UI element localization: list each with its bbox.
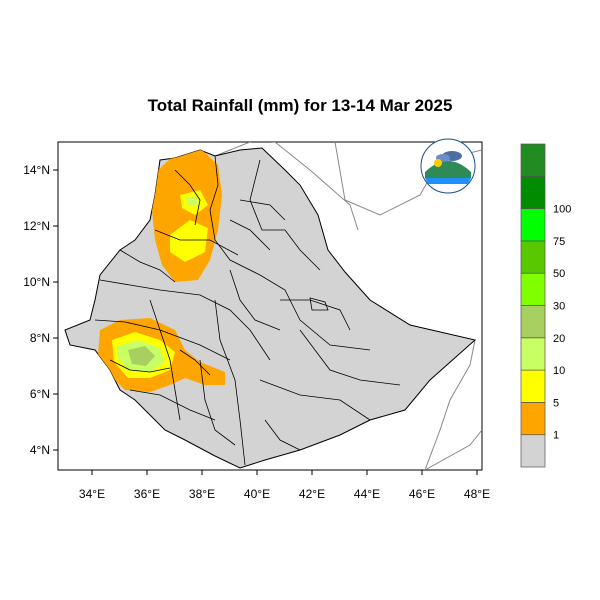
neighbor-border-somalia bbox=[424, 339, 476, 470]
legend-swatch bbox=[520, 175, 546, 209]
admin-boundaries bbox=[94, 155, 401, 466]
legend-swatch bbox=[520, 402, 546, 436]
legend-swatch bbox=[520, 208, 546, 242]
legend-label: 10 bbox=[553, 365, 565, 377]
neighbor-border-coast bbox=[424, 429, 482, 470]
legend-swatch bbox=[520, 143, 546, 177]
y-tick-label: 8°N bbox=[30, 331, 50, 345]
legend-label: 5 bbox=[553, 397, 559, 409]
neighbor-border-eritrea bbox=[214, 142, 359, 231]
x-tick-label: 34°E bbox=[79, 487, 105, 501]
x-tick-label: 44°E bbox=[354, 487, 380, 501]
y-tick-label: 12°N bbox=[23, 219, 50, 233]
legend-swatch bbox=[520, 305, 546, 339]
y-tick-label: 10°N bbox=[23, 275, 50, 289]
y-tick-label: 14°N bbox=[23, 163, 50, 177]
map-title: Total Rainfall (mm) for 13-14 Mar 2025 bbox=[147, 96, 453, 115]
rain-area-north-5-10mm bbox=[170, 220, 208, 262]
colorbar-legend: 1 5 10 20 30 50 75 100 bbox=[520, 143, 571, 468]
legend-swatch bbox=[520, 434, 546, 468]
x-tick-label: 46°E bbox=[409, 487, 435, 501]
legend-label: 100 bbox=[553, 204, 571, 216]
institute-logo bbox=[420, 138, 476, 194]
x-tick-label: 42°E bbox=[299, 487, 325, 501]
rain-area-southwest-20-30mm bbox=[128, 346, 155, 366]
x-tick-label: 40°E bbox=[244, 487, 270, 501]
legend-swatch bbox=[520, 240, 546, 274]
legend-swatch bbox=[520, 272, 546, 306]
legend-swatch bbox=[520, 369, 546, 403]
legend-swatch bbox=[520, 337, 546, 371]
y-tick-label: 6°N bbox=[30, 387, 50, 401]
x-tick-label: 38°E bbox=[189, 487, 215, 501]
legend-label: 30 bbox=[553, 301, 565, 313]
legend-label: 50 bbox=[553, 268, 565, 280]
x-tick-label: 48°E bbox=[464, 487, 490, 501]
legend-label: 1 bbox=[553, 430, 559, 442]
x-tick-label: 36°E bbox=[134, 487, 160, 501]
y-tick-label: 4°N bbox=[30, 443, 50, 457]
legend-label: 20 bbox=[553, 333, 565, 345]
rain-area-north-10-20mm bbox=[186, 196, 198, 206]
legend-label: 75 bbox=[553, 236, 565, 248]
